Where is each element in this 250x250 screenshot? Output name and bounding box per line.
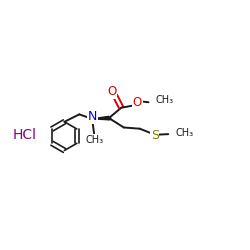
Text: HCl: HCl [13, 128, 37, 142]
Text: CH₃: CH₃ [156, 95, 174, 105]
Text: O: O [107, 85, 117, 98]
Polygon shape [92, 116, 109, 120]
Text: O: O [133, 96, 142, 109]
Text: N: N [88, 110, 97, 123]
Text: CH₃: CH₃ [176, 128, 194, 138]
Text: S: S [151, 129, 159, 142]
Text: CH₃: CH₃ [85, 135, 103, 145]
